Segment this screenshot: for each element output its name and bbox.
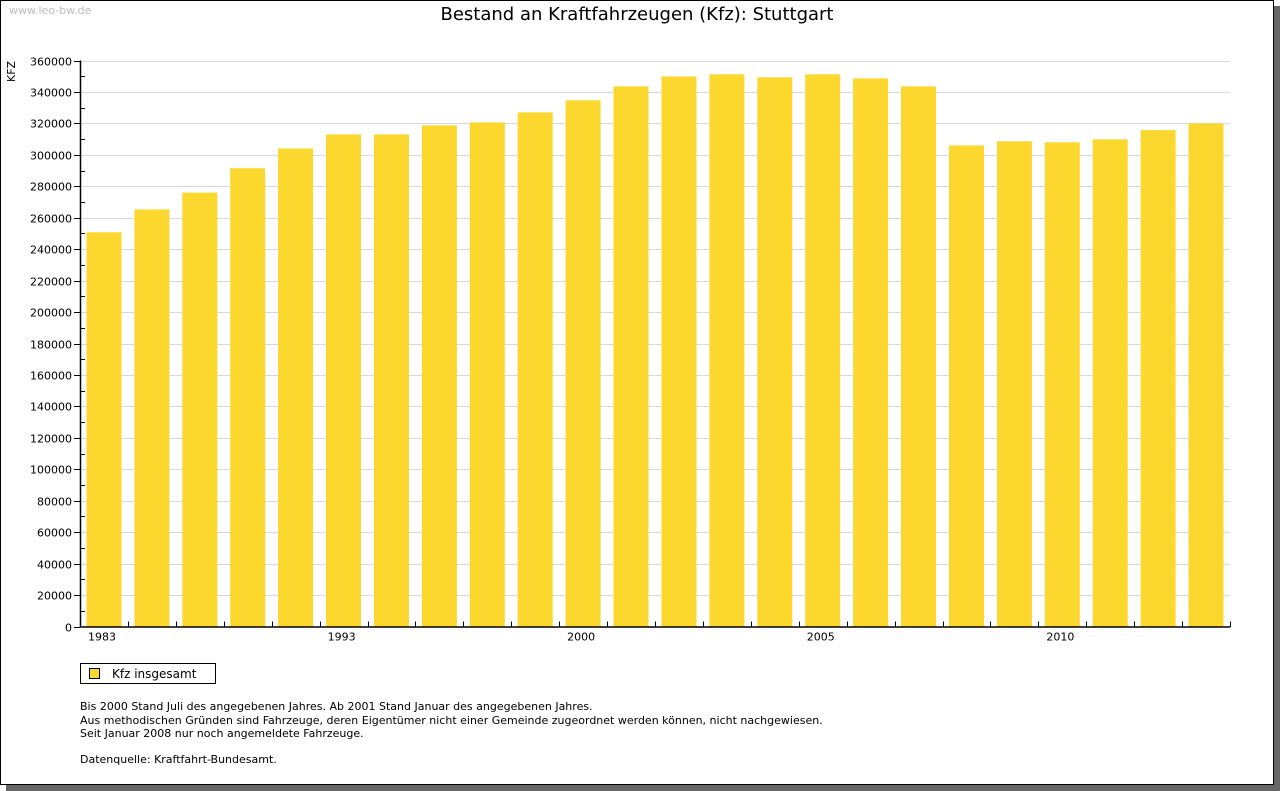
data-source: Datenquelle: Kraftfahrt-Bundesamt.: [80, 753, 277, 766]
y-tick-label: 160000: [30, 370, 72, 383]
bar: [1092, 139, 1128, 627]
bar: [901, 86, 936, 627]
y-tick-label: 60000: [37, 527, 72, 540]
x-tick-label: 2000: [567, 631, 595, 644]
bar: [517, 112, 553, 627]
bar: [613, 86, 649, 627]
bar: [469, 122, 505, 627]
footnotes: Bis 2000 Stand Juli des angegebenen Jahr…: [80, 700, 823, 741]
bar: [661, 76, 697, 627]
footnote-line: Aus methodischen Gründen sind Fahrzeuge,…: [80, 713, 823, 727]
bar: [757, 77, 793, 627]
y-tick-label: 360000: [30, 56, 72, 69]
bar: [1140, 130, 1176, 627]
bar: [949, 145, 984, 627]
y-tick-label: 340000: [30, 87, 72, 100]
bar: [1188, 123, 1224, 627]
y-tick-label: 320000: [30, 118, 72, 131]
bar: [421, 125, 457, 627]
watermark: www.leo-bw.de: [9, 4, 92, 17]
y-tick-label: 40000: [37, 559, 72, 572]
chart-title: Bestand an Kraftfahrzeugen (Kfz): Stuttg…: [440, 4, 834, 25]
x-tick-label: 1983: [88, 631, 116, 644]
bar: [278, 148, 314, 627]
bar: [853, 78, 889, 627]
gridlines: [80, 61, 1230, 596]
y-tick-label: 260000: [30, 213, 72, 226]
bar: [805, 74, 841, 627]
y-tick-label: 20000: [37, 590, 72, 603]
x-tick-label: 2005: [807, 631, 835, 644]
y-tick-label: 240000: [30, 244, 72, 257]
y-tick-label: 200000: [30, 307, 72, 320]
y-tick-label: 180000: [30, 339, 72, 352]
footnote-line: Seit Januar 2008 nur noch angemeldete Fa…: [80, 727, 364, 740]
x-tick-label: 2010: [1046, 631, 1074, 644]
bar-chart: 0 20000 40000 60000 80000 100000 120000 140000 1…: [30, 56, 1231, 644]
y-tick-label: 300000: [30, 150, 72, 163]
axes: [74, 60, 1231, 628]
y-tick-label: 280000: [30, 181, 72, 194]
bar: [1044, 142, 1080, 627]
bar: [565, 100, 601, 627]
y-tick-label: 120000: [30, 433, 72, 446]
bar: [996, 141, 1032, 627]
legend: Kfz insgesamt: [80, 663, 216, 684]
x-tick-label: 1993: [328, 631, 356, 644]
x-tick-labels: 1983 1993 2000 2005 2010: [88, 631, 1074, 644]
bar: [134, 209, 170, 627]
bar: [326, 134, 361, 627]
bar: [374, 134, 409, 627]
footnote-line: Bis 2000 Stand Juli des angegebenen Jahr…: [80, 700, 593, 713]
bar: [709, 74, 745, 627]
legend-swatch: [89, 668, 100, 679]
bar: [182, 192, 218, 627]
y-tick-labels: 0 20000 40000 60000 80000 100000 120000 140000 1…: [30, 56, 72, 635]
bar: [230, 168, 266, 627]
y-tick-label: 80000: [37, 496, 72, 509]
y-tick-label: 140000: [30, 401, 72, 414]
y-tick-label: 220000: [30, 276, 72, 289]
legend-label: Kfz insgesamt: [112, 666, 197, 681]
y-tick-label: 0: [65, 622, 72, 635]
bar: [86, 232, 122, 627]
bars: [86, 74, 1224, 627]
y-tick-label: 100000: [30, 464, 72, 477]
